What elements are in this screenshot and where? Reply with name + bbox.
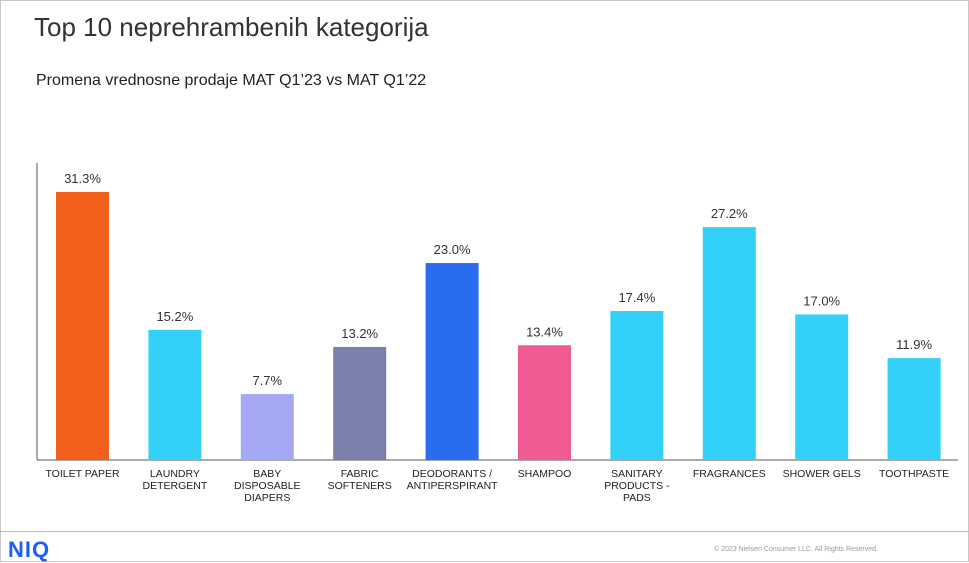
page-title: Top 10 neprehrambenih kategorija (34, 12, 429, 42)
data-label: 27.2% (711, 206, 748, 221)
niq-logo: NIQ (8, 537, 51, 562)
bar (425, 263, 479, 460)
category-label: LAUNDRY DETERGENT (143, 468, 208, 492)
category-label: SHOWER GELS (783, 468, 861, 480)
data-label: 31.3% (64, 171, 101, 186)
data-label: 17.0% (803, 293, 840, 308)
category-label: DEODORANTS / ANTIPERSPIRANT (407, 468, 499, 492)
bar (148, 329, 202, 460)
bar (702, 227, 756, 460)
bar (610, 311, 664, 460)
data-label: 13.2% (341, 326, 378, 341)
data-label: 23.0% (434, 242, 471, 257)
data-label: 17.4% (618, 290, 655, 305)
category-label: SHAMPOO (518, 468, 572, 480)
data-label: 7.7% (252, 373, 282, 388)
bar (887, 358, 941, 460)
category-label: FRAGRANCES (693, 468, 766, 480)
bar (795, 314, 849, 460)
chart-subtitle: Promena vrednosne prodaje MAT Q1’23 vs M… (36, 72, 427, 89)
footer-divider (0, 531, 969, 532)
category-label: TOOTHPASTE (879, 468, 949, 480)
data-label: 11.9% (896, 337, 932, 352)
bar (56, 192, 109, 460)
category-label: SANITARY PRODUCTS -PADS (604, 468, 670, 504)
category-label: BABY DISPOSABLE DIAPERS (234, 468, 301, 504)
data-label: 13.4% (526, 324, 563, 339)
bar (518, 345, 571, 460)
category-label: FABRIC SOFTENERS (328, 468, 392, 492)
copyright-text: © 2023 Nielsen Consumer LLC. All Rights … (714, 546, 878, 553)
bar (333, 346, 387, 460)
data-label: 15.2% (156, 309, 193, 324)
bar (240, 394, 294, 460)
bar-chart: 31.3% TOILET PAPER 15.2% LAUNDRY DETERGENT 7.… (36, 163, 958, 504)
category-label: TOILET PAPER (45, 468, 120, 480)
